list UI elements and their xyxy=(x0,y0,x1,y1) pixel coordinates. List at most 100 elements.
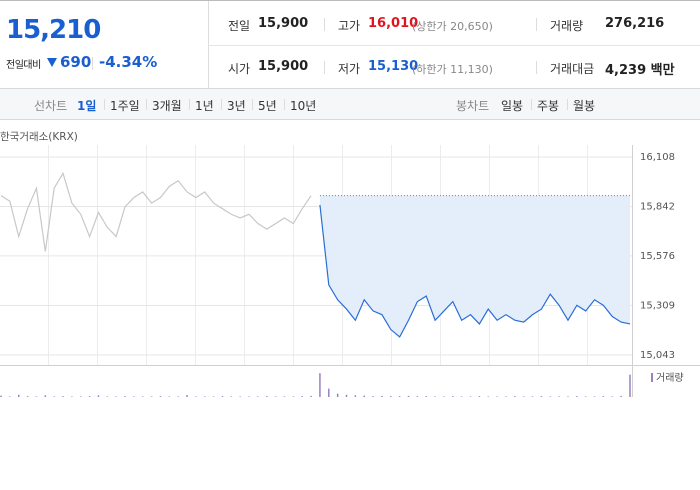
volume-bar xyxy=(576,396,578,397)
volume-bar xyxy=(292,396,295,397)
volume-bar xyxy=(381,395,383,397)
volume-bar xyxy=(97,395,100,397)
stat-value: 15,900 xyxy=(258,16,309,31)
change: 690 xyxy=(60,53,92,71)
period-tab[interactable]: 3년 xyxy=(227,99,246,113)
period-tab[interactable]: 주봉 xyxy=(537,99,560,113)
volume-bar xyxy=(593,396,596,397)
volume-bar xyxy=(531,396,534,397)
volume-bar xyxy=(248,396,250,397)
volume-bar xyxy=(212,396,215,397)
separator xyxy=(104,99,105,110)
separator xyxy=(324,61,325,74)
period-tab[interactable]: 10년 xyxy=(290,99,317,113)
period-tab[interactable]: 1주일 xyxy=(110,99,140,113)
volume-bar xyxy=(221,396,224,397)
volume-bar xyxy=(372,396,374,397)
volume-bar xyxy=(62,396,64,397)
y-tick-label: 15,576 xyxy=(640,251,675,262)
volume-bar xyxy=(328,388,330,397)
volume-bar xyxy=(35,396,38,397)
period-tab[interactable]: 5년 xyxy=(258,99,277,113)
period-tab[interactable]: 3개월 xyxy=(152,99,182,113)
volume-bar xyxy=(390,396,392,397)
period-tab[interactable]: 일봉 xyxy=(501,99,524,113)
separator xyxy=(536,18,537,31)
volume-bar xyxy=(204,396,206,397)
volume-bar xyxy=(310,395,312,397)
volume-bar xyxy=(230,396,233,397)
legend-label: 거래량 xyxy=(656,372,684,384)
stat-label: 거래대금 xyxy=(550,62,595,76)
volume-bar xyxy=(53,396,55,397)
period-tab[interactable]: 월봉 xyxy=(573,99,596,113)
volume-bar xyxy=(124,396,126,397)
y-tick-label: 15,309 xyxy=(640,301,675,312)
volume-bar xyxy=(549,396,552,397)
volume-bar xyxy=(141,396,144,397)
volume-bar xyxy=(195,396,197,397)
quote-header: 15,210 전일대비 690 -4.34% 전일 15,900 고가 16,010(… xyxy=(0,0,700,89)
separator xyxy=(221,99,222,110)
separator xyxy=(531,99,532,110)
tab-group-label: 봉차트 xyxy=(456,99,490,113)
separator xyxy=(284,99,285,110)
volume-bar xyxy=(443,396,445,397)
legend-swatch xyxy=(651,373,653,382)
volume-bar xyxy=(434,396,436,397)
volume-bar xyxy=(266,396,268,397)
volume-bar xyxy=(26,396,29,397)
price-line xyxy=(0,171,312,252)
volume-bar xyxy=(283,396,286,397)
period-tab[interactable]: 1일 xyxy=(77,99,97,113)
volume-bar xyxy=(584,396,587,397)
stat-value: 15,130 xyxy=(368,59,419,74)
y-tick-label: 15,043 xyxy=(640,350,675,361)
volume-bar xyxy=(106,396,109,397)
period-tab[interactable]: 1년 xyxy=(195,99,214,113)
volume-bar xyxy=(133,396,135,397)
change-rate: -4.34% xyxy=(99,53,158,71)
volume-bar xyxy=(505,396,507,397)
volume-bar xyxy=(602,396,605,397)
volume-bar xyxy=(540,396,543,397)
volume-bar xyxy=(301,396,303,397)
stat-note: (하한가 11,130) xyxy=(412,63,493,76)
stat-label: 저가 xyxy=(338,62,361,76)
volume-bar xyxy=(257,396,259,397)
volume-bar xyxy=(44,395,47,397)
volume-bar xyxy=(115,396,117,397)
stat-label: 고가 xyxy=(338,19,361,33)
volume-bar xyxy=(620,395,622,397)
volume-bar xyxy=(9,396,11,397)
volume-bar xyxy=(407,395,410,397)
volume-bar xyxy=(159,396,162,397)
price-line xyxy=(319,204,631,338)
volume-bar xyxy=(17,394,20,397)
separator xyxy=(324,18,325,31)
change-label: 전일대비 xyxy=(6,60,41,71)
volume-bar xyxy=(354,395,357,397)
separator xyxy=(146,99,147,110)
volume-bar xyxy=(522,396,525,397)
area-fill xyxy=(319,195,630,337)
volume-bar xyxy=(168,396,171,397)
stat-label: 전일 xyxy=(228,19,251,33)
stat-value: 4,239 백만 xyxy=(605,63,675,78)
stat-note: (상한가 20,650) xyxy=(412,20,493,33)
separator xyxy=(536,61,537,74)
volume-bar xyxy=(496,396,498,397)
volume-bar xyxy=(345,394,348,397)
price: 15,210 xyxy=(6,15,101,45)
volume-bar xyxy=(416,396,419,397)
period-tabs: 선차트 1일 1주일 3개월 1년 3년 5년 10년 봉차트 일봉 주봉 월봉 xyxy=(0,88,700,120)
separator xyxy=(567,99,568,110)
volume-bar xyxy=(88,396,91,397)
volume-bar xyxy=(425,396,427,397)
volume-bar xyxy=(274,396,277,397)
volume-bar xyxy=(177,396,179,397)
stat-label: 거래량 xyxy=(550,19,584,33)
volume-bar xyxy=(79,396,82,397)
separator xyxy=(189,99,190,110)
